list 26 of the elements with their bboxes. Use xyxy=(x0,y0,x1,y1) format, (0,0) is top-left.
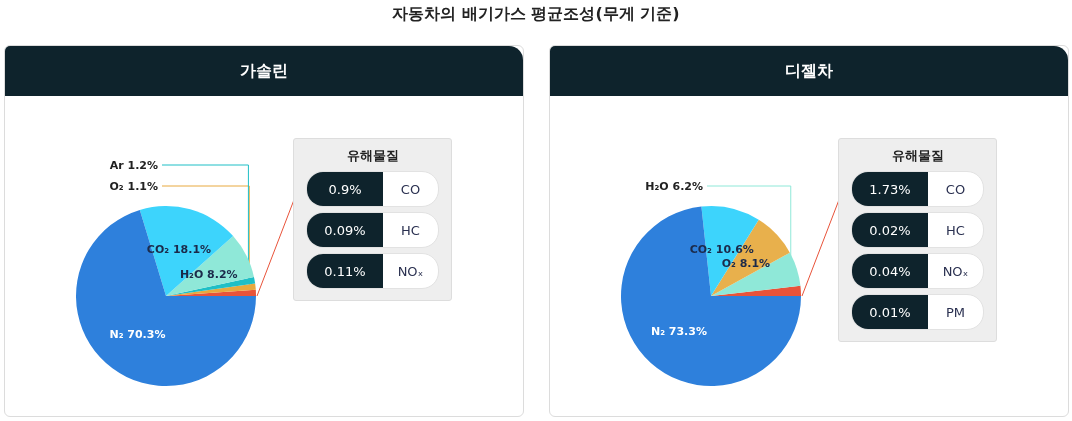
data-label: 1.73% xyxy=(852,172,928,206)
category-label: CO xyxy=(944,180,967,199)
slice-label: Ar 1.2% xyxy=(109,158,158,172)
data-label: 0.9% xyxy=(307,172,383,206)
category-label: HC xyxy=(400,221,421,240)
data-label: 0.02% xyxy=(852,213,928,247)
category-label: PM xyxy=(944,303,967,322)
text: 유해물질 xyxy=(345,147,400,165)
chart-title: 디젤차 xyxy=(550,46,1068,96)
slice-label: CO₂ 18.1% xyxy=(146,243,212,257)
slice-label: O₂ 1.1% xyxy=(109,179,158,193)
category-label: CO xyxy=(399,180,422,199)
category-label: NOₓ xyxy=(396,262,425,281)
data-label: 0.09% xyxy=(307,213,383,247)
slice-label: H₂O 8.2% xyxy=(179,267,238,281)
slice-label: N₂ 73.3% xyxy=(650,325,707,339)
category-label: NOₓ xyxy=(941,262,970,281)
text: 자동차의 배기가스 평균조성(무게 기준) xyxy=(391,4,681,25)
category-label: HC xyxy=(945,221,966,240)
data-label: 0.01% xyxy=(852,295,928,329)
data-label: 0.04% xyxy=(852,254,928,288)
slice-label: N₂ 70.3% xyxy=(109,328,166,342)
text: 유해물질 xyxy=(890,147,945,165)
chart-title: 가솔린 xyxy=(5,46,523,96)
data-label: 0.11% xyxy=(307,254,383,288)
slice-label: H₂O 6.2% xyxy=(645,179,703,193)
